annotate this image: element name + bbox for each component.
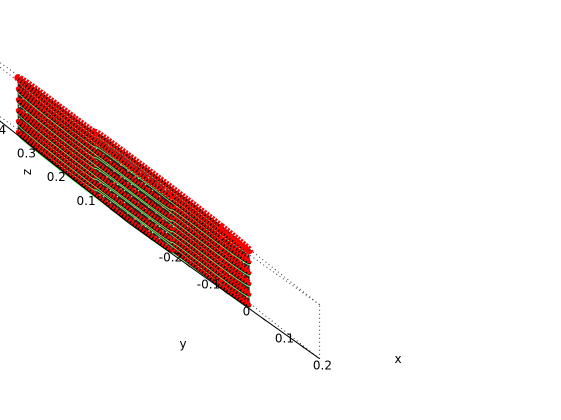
layer-node-line [16, 123, 251, 298]
x-tick-mark [224, 290, 229, 295]
x-tick-label: -0.1 [197, 277, 220, 291]
tick-labels: -0.2-0.100.10.20.10.20.30.40.50.600.050.… [0, 123, 332, 372]
x-tick-label: -0.2 [159, 250, 182, 264]
layer-node-line [16, 112, 251, 288]
y-axis-line [0, 120, 130, 225]
point-cloud [14, 74, 254, 309]
x-tick-label: 0.1 [275, 331, 294, 345]
x-tick-mark [300, 344, 305, 349]
y-tick-mark [80, 184, 86, 189]
y-tick-mark [109, 208, 115, 213]
y-tick-label: 0.2 [47, 170, 66, 184]
z-axis-label: z [20, 169, 34, 175]
x-axis-label: x [394, 352, 401, 366]
x-tick-mark [148, 236, 153, 241]
layer-node-line [16, 101, 251, 277]
x-tick-label: 0 [243, 304, 251, 318]
x-tick-mark [186, 263, 191, 268]
y-tick-label: 0.3 [17, 147, 36, 161]
x-tick-label: 0.2 [313, 358, 332, 372]
box-edge-2 [0, 61, 136, 159]
y-tick-label: 0.4 [0, 123, 6, 137]
layer-node-line [16, 90, 251, 266]
x-tick-mark [262, 317, 267, 322]
y-tick-label: 0.1 [77, 194, 96, 208]
y-tick-mark [20, 137, 26, 142]
y-axis-label: y [179, 337, 186, 351]
layer-boundary-points [14, 74, 254, 255]
y-tick-mark [50, 161, 56, 166]
